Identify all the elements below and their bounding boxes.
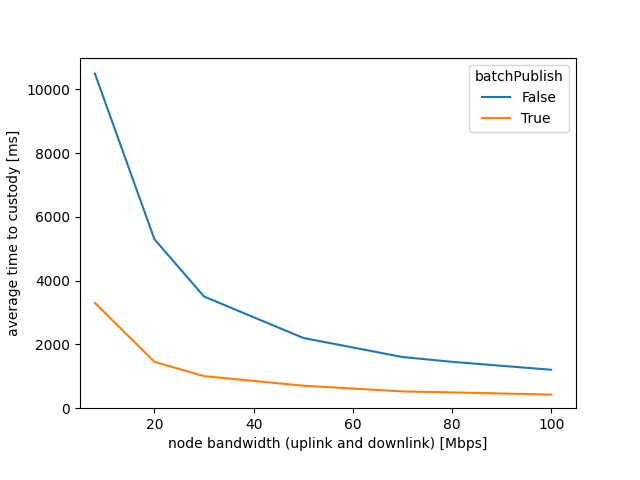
X-axis label: node bandwidth (uplink and downlink) [Mbps]: node bandwidth (uplink and downlink) [Mb…: [168, 437, 488, 451]
True: [448, 389, 456, 395]
False: [399, 354, 406, 360]
True: [91, 300, 99, 306]
False: [150, 236, 158, 242]
False: [448, 359, 456, 365]
True: [300, 383, 307, 389]
True: [399, 388, 406, 394]
False: [300, 335, 307, 341]
Legend: False, True: False, True: [469, 64, 569, 132]
Y-axis label: average time to custody [ms]: average time to custody [ms]: [7, 130, 21, 336]
False: [547, 367, 555, 372]
True: [150, 359, 158, 365]
Line: True: True: [95, 303, 551, 395]
False: [91, 71, 99, 76]
Line: False: False: [95, 73, 551, 370]
True: [547, 392, 555, 397]
False: [200, 294, 208, 300]
True: [200, 373, 208, 379]
